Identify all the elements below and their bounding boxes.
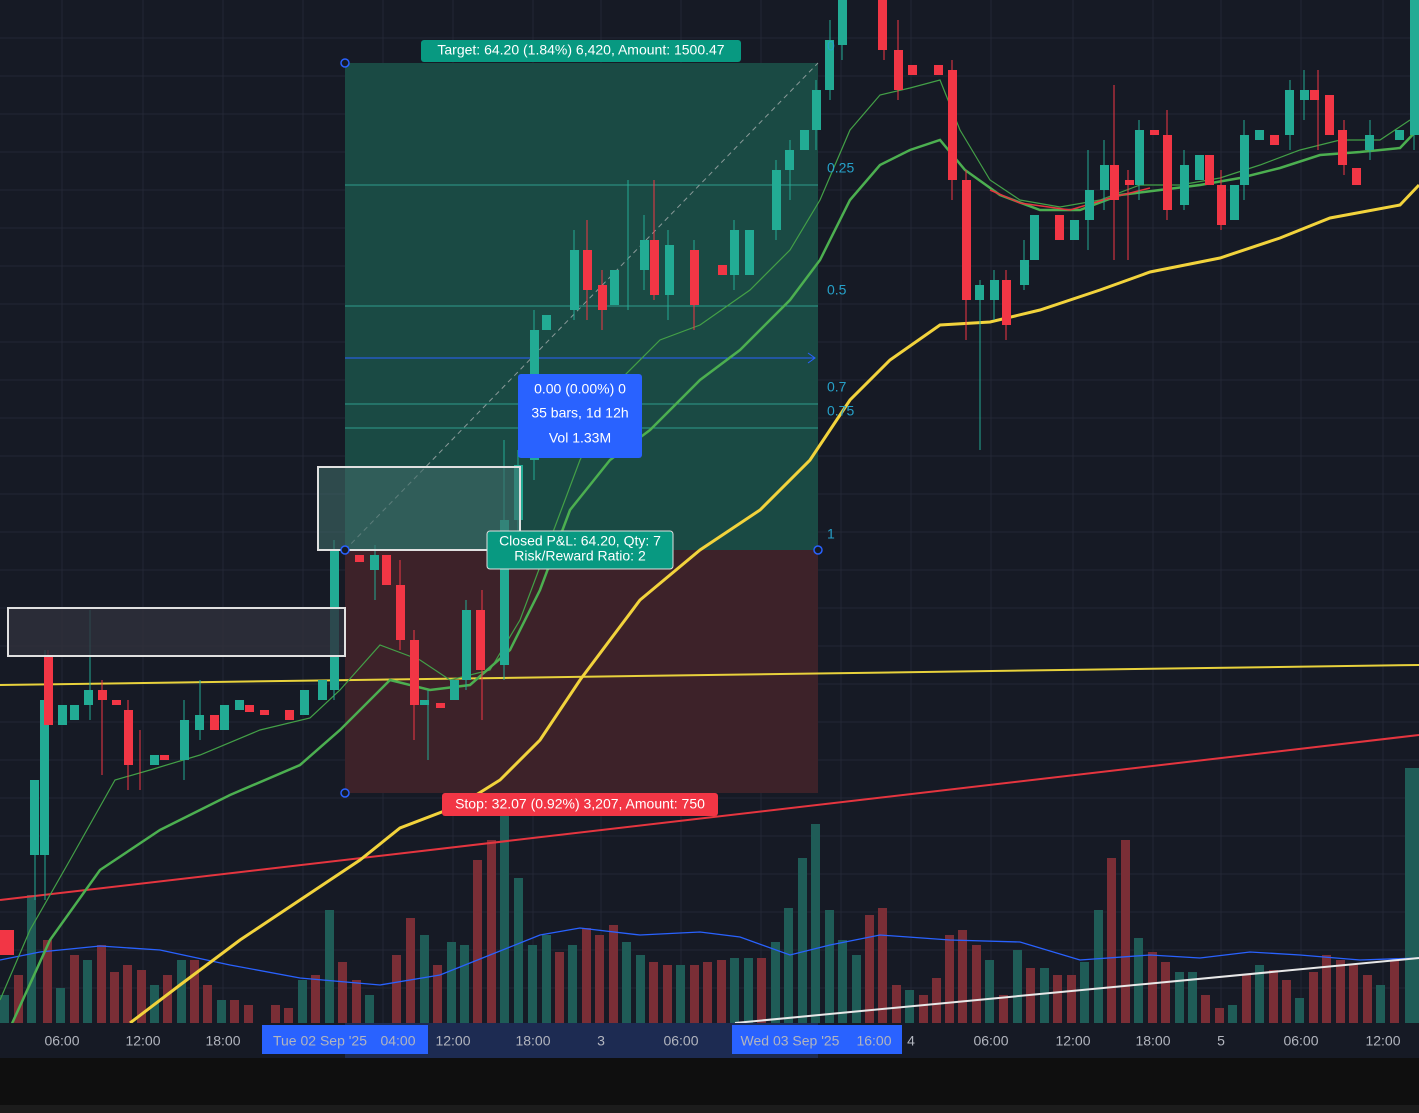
fib-label: 1 [827, 526, 835, 542]
info-line: 35 bars, 1d 12h [531, 405, 628, 421]
time-label: 4 [907, 1033, 915, 1049]
info-bg [518, 374, 642, 458]
time-label: 06:00 [973, 1033, 1008, 1049]
bottom-panel [0, 1058, 1419, 1113]
stop-bg [442, 793, 718, 816]
time-label: 06:00 [663, 1033, 698, 1049]
time-label: 18:00 [515, 1033, 550, 1049]
time-label: 12:00 [1055, 1033, 1090, 1049]
time-label: 12:00 [435, 1033, 470, 1049]
volume-ma [0, 927, 1419, 986]
time-label: Wed 03 Sep '25 [741, 1033, 840, 1049]
axis-marker [262, 1025, 428, 1054]
time-label: 04:00 [380, 1033, 415, 1049]
target-bg [421, 40, 741, 62]
trendline-red [0, 734, 1419, 901]
axis-marker [732, 1025, 902, 1054]
info-line: 0.00 (0.00%) 0 [534, 381, 626, 397]
fib-label: 0 [827, 38, 835, 54]
zone-box [7, 607, 346, 657]
stop-label: Stop: 32.07 (0.92%) 3,207, Amount: 750 [455, 796, 705, 812]
arrow [345, 352, 816, 364]
bottom-edge [0, 1105, 1419, 1113]
trendline-yellow [0, 664, 1419, 686]
time-label: 06:00 [44, 1033, 79, 1049]
rr-label: Risk/Reward Ratio: 2 [514, 548, 646, 564]
time-label: 12:00 [125, 1033, 160, 1049]
fib-lines [345, 184, 818, 429]
volume-down [14, 840, 1399, 1023]
target-label: Target: 64.20 (1.84%) 6,420, Amount: 150… [437, 42, 724, 58]
fib-label: 0.5 [827, 282, 847, 298]
handles[interactable] [340, 58, 823, 798]
zone-box [317, 466, 521, 551]
fib-label: 0.25 [827, 160, 854, 176]
loss-zone [345, 550, 818, 793]
time-label: 12:00 [1365, 1033, 1400, 1049]
info-line: Vol 1.33M [549, 430, 611, 446]
pnl-label: Closed P&L: 64.20, Qty: 7 [499, 533, 661, 549]
time-label: 06:00 [1283, 1033, 1318, 1049]
trendline-white [734, 957, 1419, 1024]
fib-label: 0.7 [827, 379, 847, 395]
ma-slow [129, 183, 1419, 1025]
ma-red [989, 187, 1151, 211]
pnl-bg [486, 530, 674, 570]
time-label: Tue 02 Sep '25 [273, 1033, 367, 1049]
time-label: 18:00 [1135, 1033, 1170, 1049]
time-label: 16:00 [856, 1033, 891, 1049]
time-label: 5 [1217, 1033, 1225, 1049]
time-label: 18:00 [205, 1033, 240, 1049]
time-label: 3 [597, 1033, 605, 1049]
fib-label: 0.75 [827, 403, 854, 419]
